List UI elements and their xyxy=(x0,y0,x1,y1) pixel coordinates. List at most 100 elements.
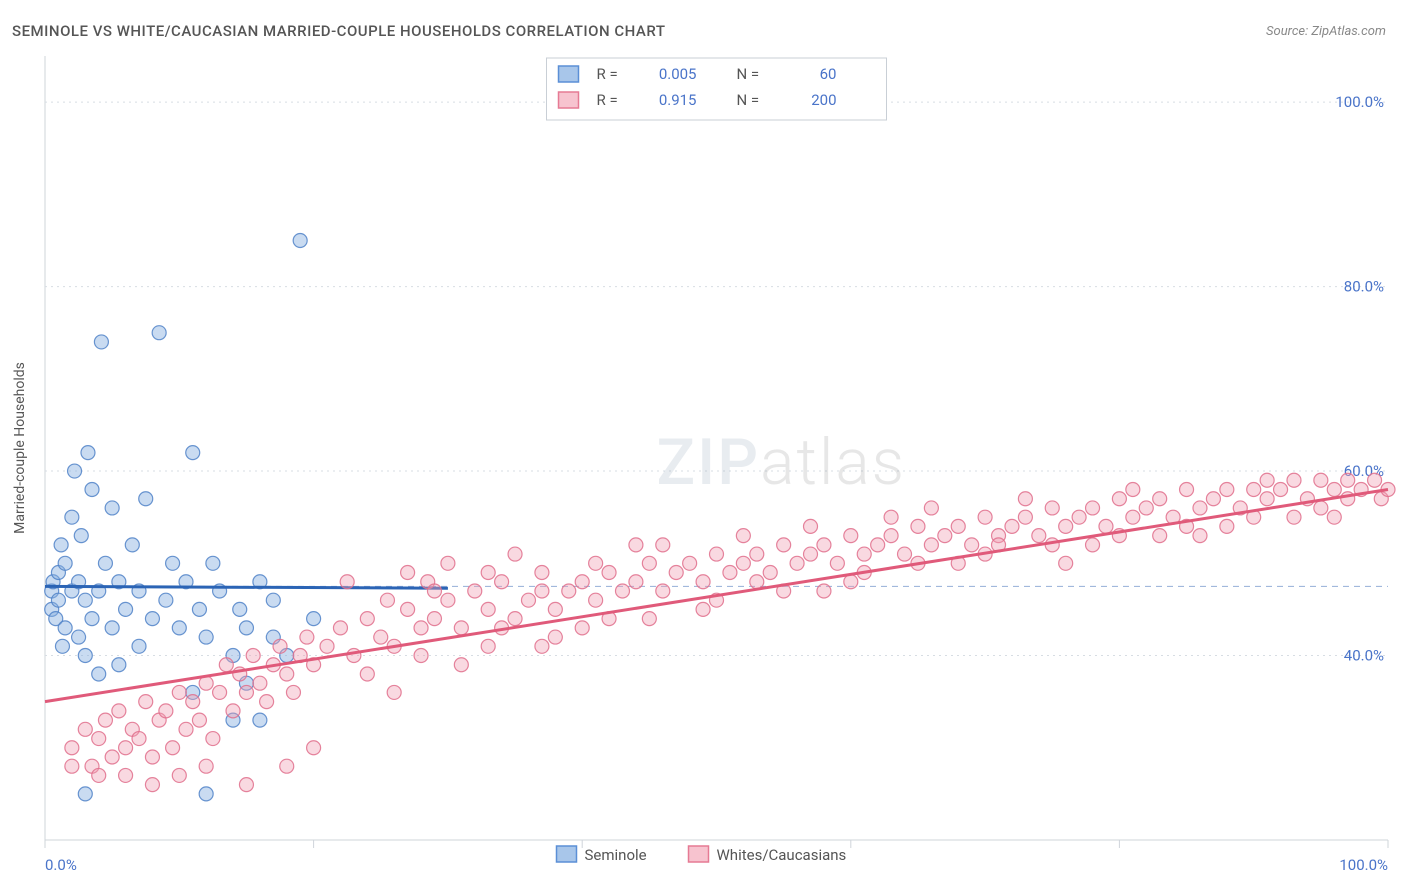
data-point xyxy=(1327,483,1341,497)
data-point xyxy=(508,612,522,626)
data-point xyxy=(589,556,603,570)
data-point xyxy=(273,639,287,653)
data-point xyxy=(166,741,180,755)
data-point xyxy=(58,621,72,635)
data-point xyxy=(307,741,321,755)
data-point xyxy=(239,621,253,635)
data-point xyxy=(65,759,79,773)
data-point xyxy=(844,529,858,543)
data-point xyxy=(55,639,69,653)
data-point xyxy=(192,602,206,616)
data-point xyxy=(105,501,119,515)
data-point xyxy=(119,768,133,782)
data-point xyxy=(548,602,562,616)
data-point xyxy=(172,768,186,782)
data-point xyxy=(1368,473,1382,487)
x-tick-label: 0.0% xyxy=(45,856,77,874)
data-point xyxy=(1287,510,1301,524)
data-point xyxy=(804,519,818,533)
correlation-scatter-chart: 40.0%60.0%80.0%100.0%0.0%100.0%Married-c… xyxy=(0,50,1406,892)
data-point xyxy=(280,667,294,681)
data-point xyxy=(92,732,106,746)
chart-container: 40.0%60.0%80.0%100.0%0.0%100.0%Married-c… xyxy=(0,50,1406,892)
data-point xyxy=(246,649,260,663)
data-point xyxy=(481,639,495,653)
data-point xyxy=(696,602,710,616)
data-point xyxy=(602,566,616,580)
data-point xyxy=(884,510,898,524)
data-point xyxy=(333,621,347,635)
data-point xyxy=(1059,519,1073,533)
data-point xyxy=(656,584,670,598)
data-point xyxy=(683,556,697,570)
data-point xyxy=(575,621,589,635)
data-point xyxy=(629,538,643,552)
data-point xyxy=(145,778,159,792)
data-point xyxy=(172,621,186,635)
data-point xyxy=(374,630,388,644)
data-point xyxy=(817,538,831,552)
legend-swatch xyxy=(689,846,709,862)
data-point xyxy=(535,566,549,580)
data-point xyxy=(723,566,737,580)
data-point xyxy=(427,612,441,626)
data-point xyxy=(85,612,99,626)
data-point xyxy=(656,538,670,552)
data-point xyxy=(72,630,86,644)
data-point xyxy=(1247,483,1261,497)
data-point xyxy=(105,621,119,635)
legend-n-label: N = xyxy=(737,91,760,109)
data-point xyxy=(253,713,267,727)
data-point xyxy=(1274,483,1288,497)
data-point xyxy=(286,685,300,699)
data-point xyxy=(589,593,603,607)
data-point xyxy=(239,685,253,699)
data-point xyxy=(414,649,428,663)
data-point xyxy=(441,593,455,607)
data-point xyxy=(172,685,186,699)
data-point xyxy=(951,519,965,533)
data-point xyxy=(804,547,818,561)
data-point xyxy=(199,759,213,773)
data-point xyxy=(710,547,724,561)
data-point xyxy=(427,584,441,598)
data-point xyxy=(159,593,173,607)
data-point xyxy=(1220,483,1234,497)
data-point xyxy=(1153,529,1167,543)
legend-swatch xyxy=(559,66,579,82)
data-point xyxy=(1059,556,1073,570)
data-point xyxy=(1206,492,1220,506)
data-point xyxy=(166,556,180,570)
legend-swatch xyxy=(557,846,577,862)
data-point xyxy=(1018,492,1032,506)
legend-series-label: Whites/Caucasians xyxy=(717,846,847,864)
data-point xyxy=(340,575,354,589)
data-point xyxy=(125,538,139,552)
data-point xyxy=(233,602,247,616)
data-point xyxy=(1260,473,1274,487)
data-point xyxy=(206,732,220,746)
data-point xyxy=(454,621,468,635)
data-point xyxy=(54,538,68,552)
data-point xyxy=(817,584,831,598)
data-point xyxy=(98,556,112,570)
data-point xyxy=(92,768,106,782)
data-point xyxy=(81,446,95,460)
data-point xyxy=(92,667,106,681)
data-point xyxy=(139,695,153,709)
data-point xyxy=(1072,510,1086,524)
data-point xyxy=(159,704,173,718)
data-point xyxy=(1153,492,1167,506)
data-point xyxy=(192,713,206,727)
legend-n-value: 200 xyxy=(811,91,836,109)
data-point xyxy=(750,575,764,589)
data-point xyxy=(145,750,159,764)
legend-r-label: R = xyxy=(597,65,618,83)
data-point xyxy=(535,639,549,653)
source-attribution: Source: ZipAtlas.com xyxy=(1266,24,1386,39)
legend-series-label: Seminole xyxy=(585,846,647,864)
data-point xyxy=(94,335,108,349)
data-point xyxy=(401,602,415,616)
data-point xyxy=(1045,501,1059,515)
data-point xyxy=(68,464,82,478)
